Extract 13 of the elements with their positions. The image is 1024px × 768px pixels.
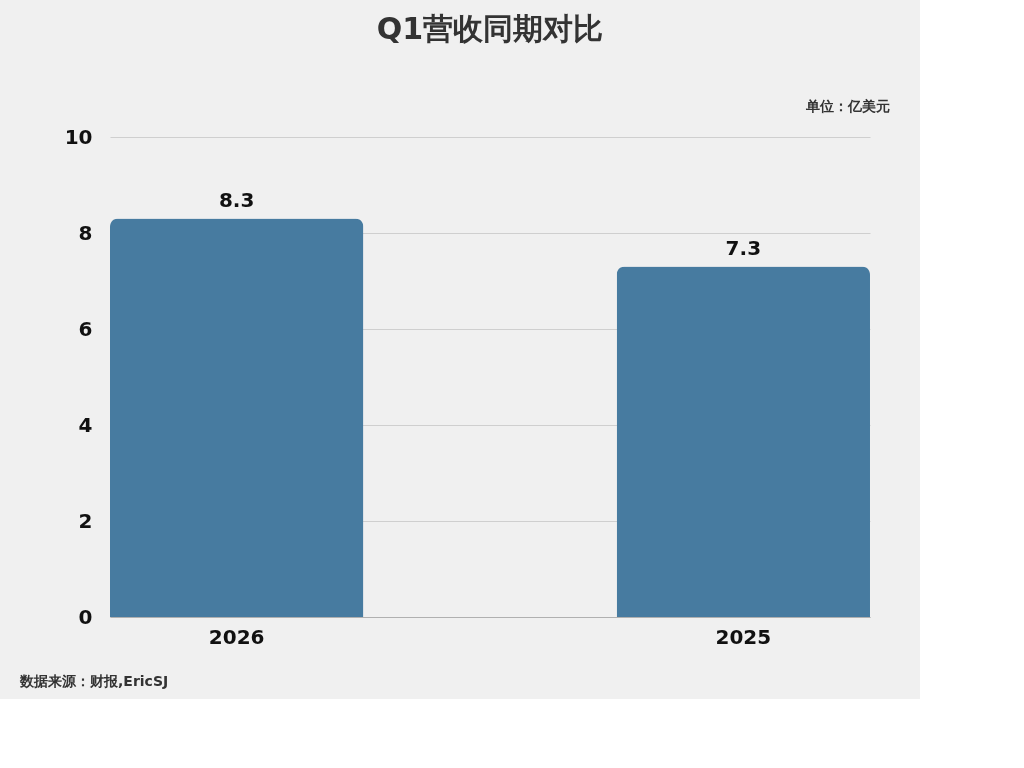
source-note: 数据来源：财报,EricSJ — [19, 673, 169, 689]
data-label: 7.3 — [725, 235, 762, 260]
x-tick-label: 2026 — [208, 624, 265, 649]
y-tick-label: 6 — [78, 316, 93, 341]
y-tick-label: 4 — [78, 412, 93, 437]
y-tick-label: 8 — [78, 220, 93, 245]
y-tick-label: 2 — [78, 508, 93, 533]
chart-title: Q1营收同期对比 — [376, 11, 604, 46]
y-tick-label: 10 — [64, 124, 93, 149]
text: 单位：亿美元 — [805, 98, 890, 114]
data-label: 8.3 — [218, 187, 255, 212]
x-tick-label: 2025 — [715, 624, 772, 649]
y-tick-label: 0 — [78, 604, 93, 629]
